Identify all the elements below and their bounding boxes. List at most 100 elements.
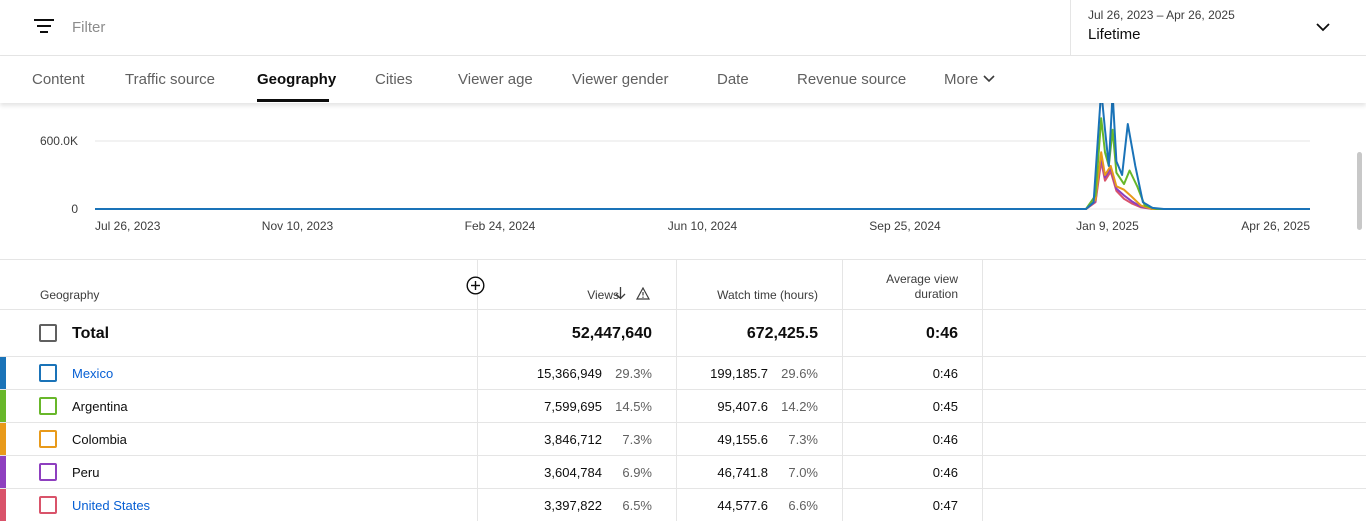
header-avg-duration[interactable]: Average view duration [886, 272, 958, 301]
table-header-row: Geography Views Watch time (hours) Avera… [0, 260, 1366, 310]
row-cell-avg-duration: 0:47 [842, 489, 983, 521]
total-cell-watch-time: 672,425.5 [676, 310, 842, 356]
row-cell-views: 3,846,712 7.3% [477, 423, 676, 455]
series-color-bar [0, 390, 6, 422]
avg-duration-value: 0:46 [932, 366, 958, 381]
y-tick-label: 0 [71, 202, 78, 216]
row-cell-geography: Mexico [0, 357, 477, 389]
x-tick-label: Jan 9, 2025 [1076, 219, 1139, 233]
row-checkbox[interactable] [39, 364, 57, 382]
top-bar: Jul 26, 2023 – Apr 26, 2025 Lifetime [0, 0, 1366, 56]
country-name: Peru [72, 465, 100, 480]
row-cell-geography: Peru [0, 456, 477, 488]
chevron-down-icon [1316, 23, 1330, 32]
x-tick-label: Feb 24, 2024 [465, 219, 536, 233]
total-label: Total [72, 325, 110, 342]
row-checkbox[interactable] [39, 463, 57, 481]
sort-descending-icon[interactable] [614, 286, 627, 300]
header-cell-avg-duration: Average view duration [842, 260, 983, 309]
date-range-label: Lifetime [1088, 26, 1141, 43]
watch-time-percent: 29.6% [781, 366, 818, 381]
row-cell-geography: Colombia [0, 423, 477, 455]
x-tick-label: Jun 10, 2024 [668, 219, 738, 233]
row-cell-watch-time: 44,577.6 6.6% [676, 489, 842, 521]
table-row[interactable]: Argentina 7,599,695 14.5% 95,407.6 14.2% 0:45 [0, 390, 1366, 423]
tab-viewer-gender[interactable]: Viewer gender [572, 71, 669, 88]
watch-time-percent: 7.3% [788, 432, 818, 447]
add-column-icon[interactable] [466, 276, 485, 295]
header-views[interactable]: Views [587, 288, 619, 302]
row-cell-avg-duration: 0:45 [842, 390, 983, 422]
filter-icon[interactable] [34, 17, 54, 35]
tab-cities[interactable]: Cities [375, 71, 413, 88]
avg-duration-value: 0:47 [932, 498, 958, 513]
total-checkbox[interactable] [39, 324, 57, 342]
row-cell-views: 3,604,784 6.9% [477, 456, 676, 488]
filter-input[interactable] [72, 15, 472, 39]
tab-more-label: More [944, 71, 979, 88]
total-avg-duration: 0:46 [925, 325, 958, 342]
tab-revenue-source[interactable]: Revenue source [797, 71, 907, 88]
views-value: 3,846,712 [544, 432, 602, 447]
row-cell-geography: United States [0, 489, 477, 521]
country-name[interactable]: Mexico [72, 366, 114, 381]
country-name: Argentina [72, 399, 128, 414]
watch-time-value: 95,407.6 [717, 399, 768, 414]
watch-time-value: 199,185.7 [710, 366, 768, 381]
header-cell-geography: Geography [0, 260, 477, 309]
row-cell-watch-time: 46,741.8 7.0% [676, 456, 842, 488]
header-cell-watch-time: Watch time (hours) [676, 260, 842, 309]
x-tick-label: Nov 10, 2023 [262, 219, 334, 233]
total-row: Total 52,447,640 672,425.5 0:46 [0, 310, 1366, 357]
date-range-picker[interactable]: Jul 26, 2023 – Apr 26, 2025 Lifetime [1070, 0, 1366, 56]
country-name: Colombia [72, 432, 127, 447]
geography-table: Geography Views Watch time (hours) Avera… [0, 259, 1366, 521]
header-geography[interactable]: Geography [40, 288, 100, 302]
row-cell-watch-time: 49,155.6 7.3% [676, 423, 842, 455]
row-checkbox[interactable] [39, 496, 57, 514]
chevron-down-icon [983, 75, 995, 83]
date-range-text: Jul 26, 2023 – Apr 26, 2025 [1088, 8, 1235, 22]
watch-time-percent: 7.0% [788, 465, 818, 480]
views-value: 3,604,784 [544, 465, 602, 480]
table-row[interactable]: Mexico 15,366,949 29.3% 199,185.7 29.6% 0:46 [0, 357, 1366, 390]
row-cell-geography: Argentina [0, 390, 477, 422]
row-cell-avg-duration: 0:46 [842, 357, 983, 389]
table-row[interactable]: United States 3,397,822 6.5% 44,577.6 6.6% 0:… [0, 489, 1366, 521]
views-percent: 6.9% [622, 465, 652, 480]
series-color-bar [0, 489, 6, 521]
tab-geography[interactable]: Geography [257, 71, 337, 88]
header-watch-time[interactable]: Watch time (hours) [717, 288, 818, 302]
total-cell-geography: Total [0, 310, 477, 356]
row-cell-avg-duration: 0:46 [842, 423, 983, 455]
tab-content[interactable]: Content [32, 71, 85, 88]
tab-more[interactable]: More [944, 71, 996, 88]
total-cell-views: 52,447,640 [477, 310, 676, 356]
row-cell-views: 15,366,949 29.3% [477, 357, 676, 389]
avg-duration-value: 0:46 [932, 432, 958, 447]
series-line-united-states [95, 160, 1310, 210]
tab-viewer-age[interactable]: Viewer age [458, 71, 533, 88]
series-line-mexico [95, 103, 1310, 210]
country-name[interactable]: United States [72, 498, 151, 513]
views-percent: 29.3% [615, 366, 652, 381]
table-row[interactable]: Peru 3,604,784 6.9% 46,741.8 7.0% 0:46 [0, 456, 1366, 489]
total-views: 52,447,640 [571, 325, 652, 342]
y-tick-label: 600.0K [40, 134, 78, 148]
watch-time-percent: 14.2% [781, 399, 818, 414]
warning-icon [636, 287, 650, 300]
total-watch-time: 672,425.5 [746, 325, 818, 342]
views-value: 3,397,822 [544, 498, 602, 513]
table-row[interactable]: Colombia 3,846,712 7.3% 49,155.6 7.3% 0:46 [0, 423, 1366, 456]
watch-time-value: 44,577.6 [717, 498, 768, 513]
row-cell-watch-time: 199,185.7 29.6% [676, 357, 842, 389]
tab-traffic-source[interactable]: Traffic source [125, 71, 216, 88]
chart-canvas: 600.0K 0 Jul 26, 2023 Nov 10, 2023 Feb 24, 2… [40, 103, 1310, 233]
row-checkbox[interactable] [39, 397, 57, 415]
views-percent: 14.5% [615, 399, 652, 414]
avg-duration-value: 0:46 [932, 465, 958, 480]
row-checkbox[interactable] [39, 430, 57, 448]
avg-duration-value: 0:45 [932, 399, 958, 414]
tab-date[interactable]: Date [717, 71, 749, 88]
scrollbar-thumb[interactable] [1357, 152, 1362, 230]
